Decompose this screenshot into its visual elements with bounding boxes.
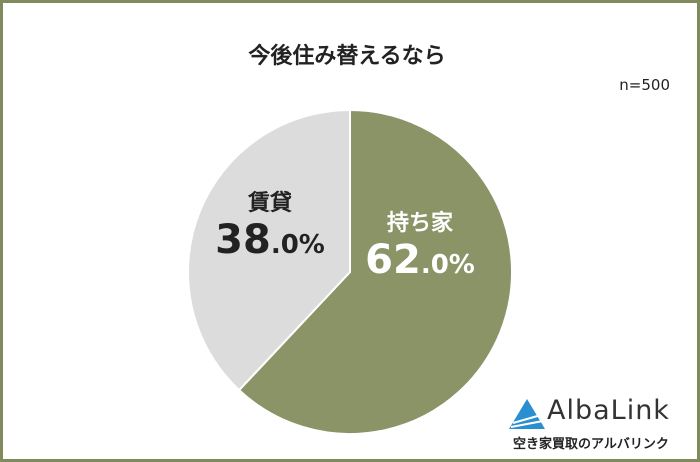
- slice-percent: 38.0%: [215, 217, 325, 263]
- slice-name: 持ち家: [386, 211, 453, 236]
- slice-percent: 62.0%: [365, 237, 475, 283]
- pie-slice-1: [187, 108, 351, 392]
- chart-title: 今後住み替えるなら: [248, 44, 446, 69]
- slice-label-rental: 賃貸 38.0%: [205, 185, 335, 263]
- pie-slice-0: [237, 108, 513, 435]
- slice-label-owned: 持ち家 62.0%: [355, 205, 485, 283]
- logo-tagline: 空き家買取のアルバリンク: [513, 437, 669, 452]
- sample-size: n=500: [619, 76, 670, 94]
- slice-name: 賃貸: [247, 191, 292, 216]
- logo-brand: AlbaLink: [547, 395, 670, 426]
- logo-triangle-icon: [509, 399, 545, 429]
